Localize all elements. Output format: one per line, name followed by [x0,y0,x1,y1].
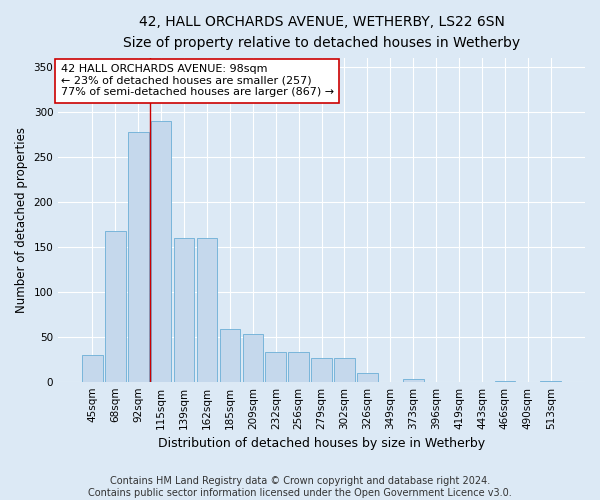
Bar [220,330,240,382]
Bar [311,358,332,382]
Bar [105,232,125,382]
Bar [541,381,561,382]
Bar [151,120,172,382]
Title: 42, HALL ORCHARDS AVENUE, WETHERBY, LS22 6SN
Size of property relative to detach: 42, HALL ORCHARDS AVENUE, WETHERBY, LS22… [123,15,520,50]
Bar [82,354,103,382]
Bar [197,238,217,382]
Text: Contains HM Land Registry data © Crown copyright and database right 2024.
Contai: Contains HM Land Registry data © Crown c… [88,476,512,498]
Bar [289,352,309,382]
Bar [128,132,149,382]
Bar [494,381,515,382]
Bar [174,238,194,382]
Bar [334,358,355,382]
Bar [403,379,424,382]
Bar [357,372,378,382]
Bar [265,352,286,382]
X-axis label: Distribution of detached houses by size in Wetherby: Distribution of detached houses by size … [158,437,485,450]
Y-axis label: Number of detached properties: Number of detached properties [15,126,28,312]
Bar [242,334,263,382]
Text: 42 HALL ORCHARDS AVENUE: 98sqm
← 23% of detached houses are smaller (257)
77% of: 42 HALL ORCHARDS AVENUE: 98sqm ← 23% of … [61,64,334,98]
